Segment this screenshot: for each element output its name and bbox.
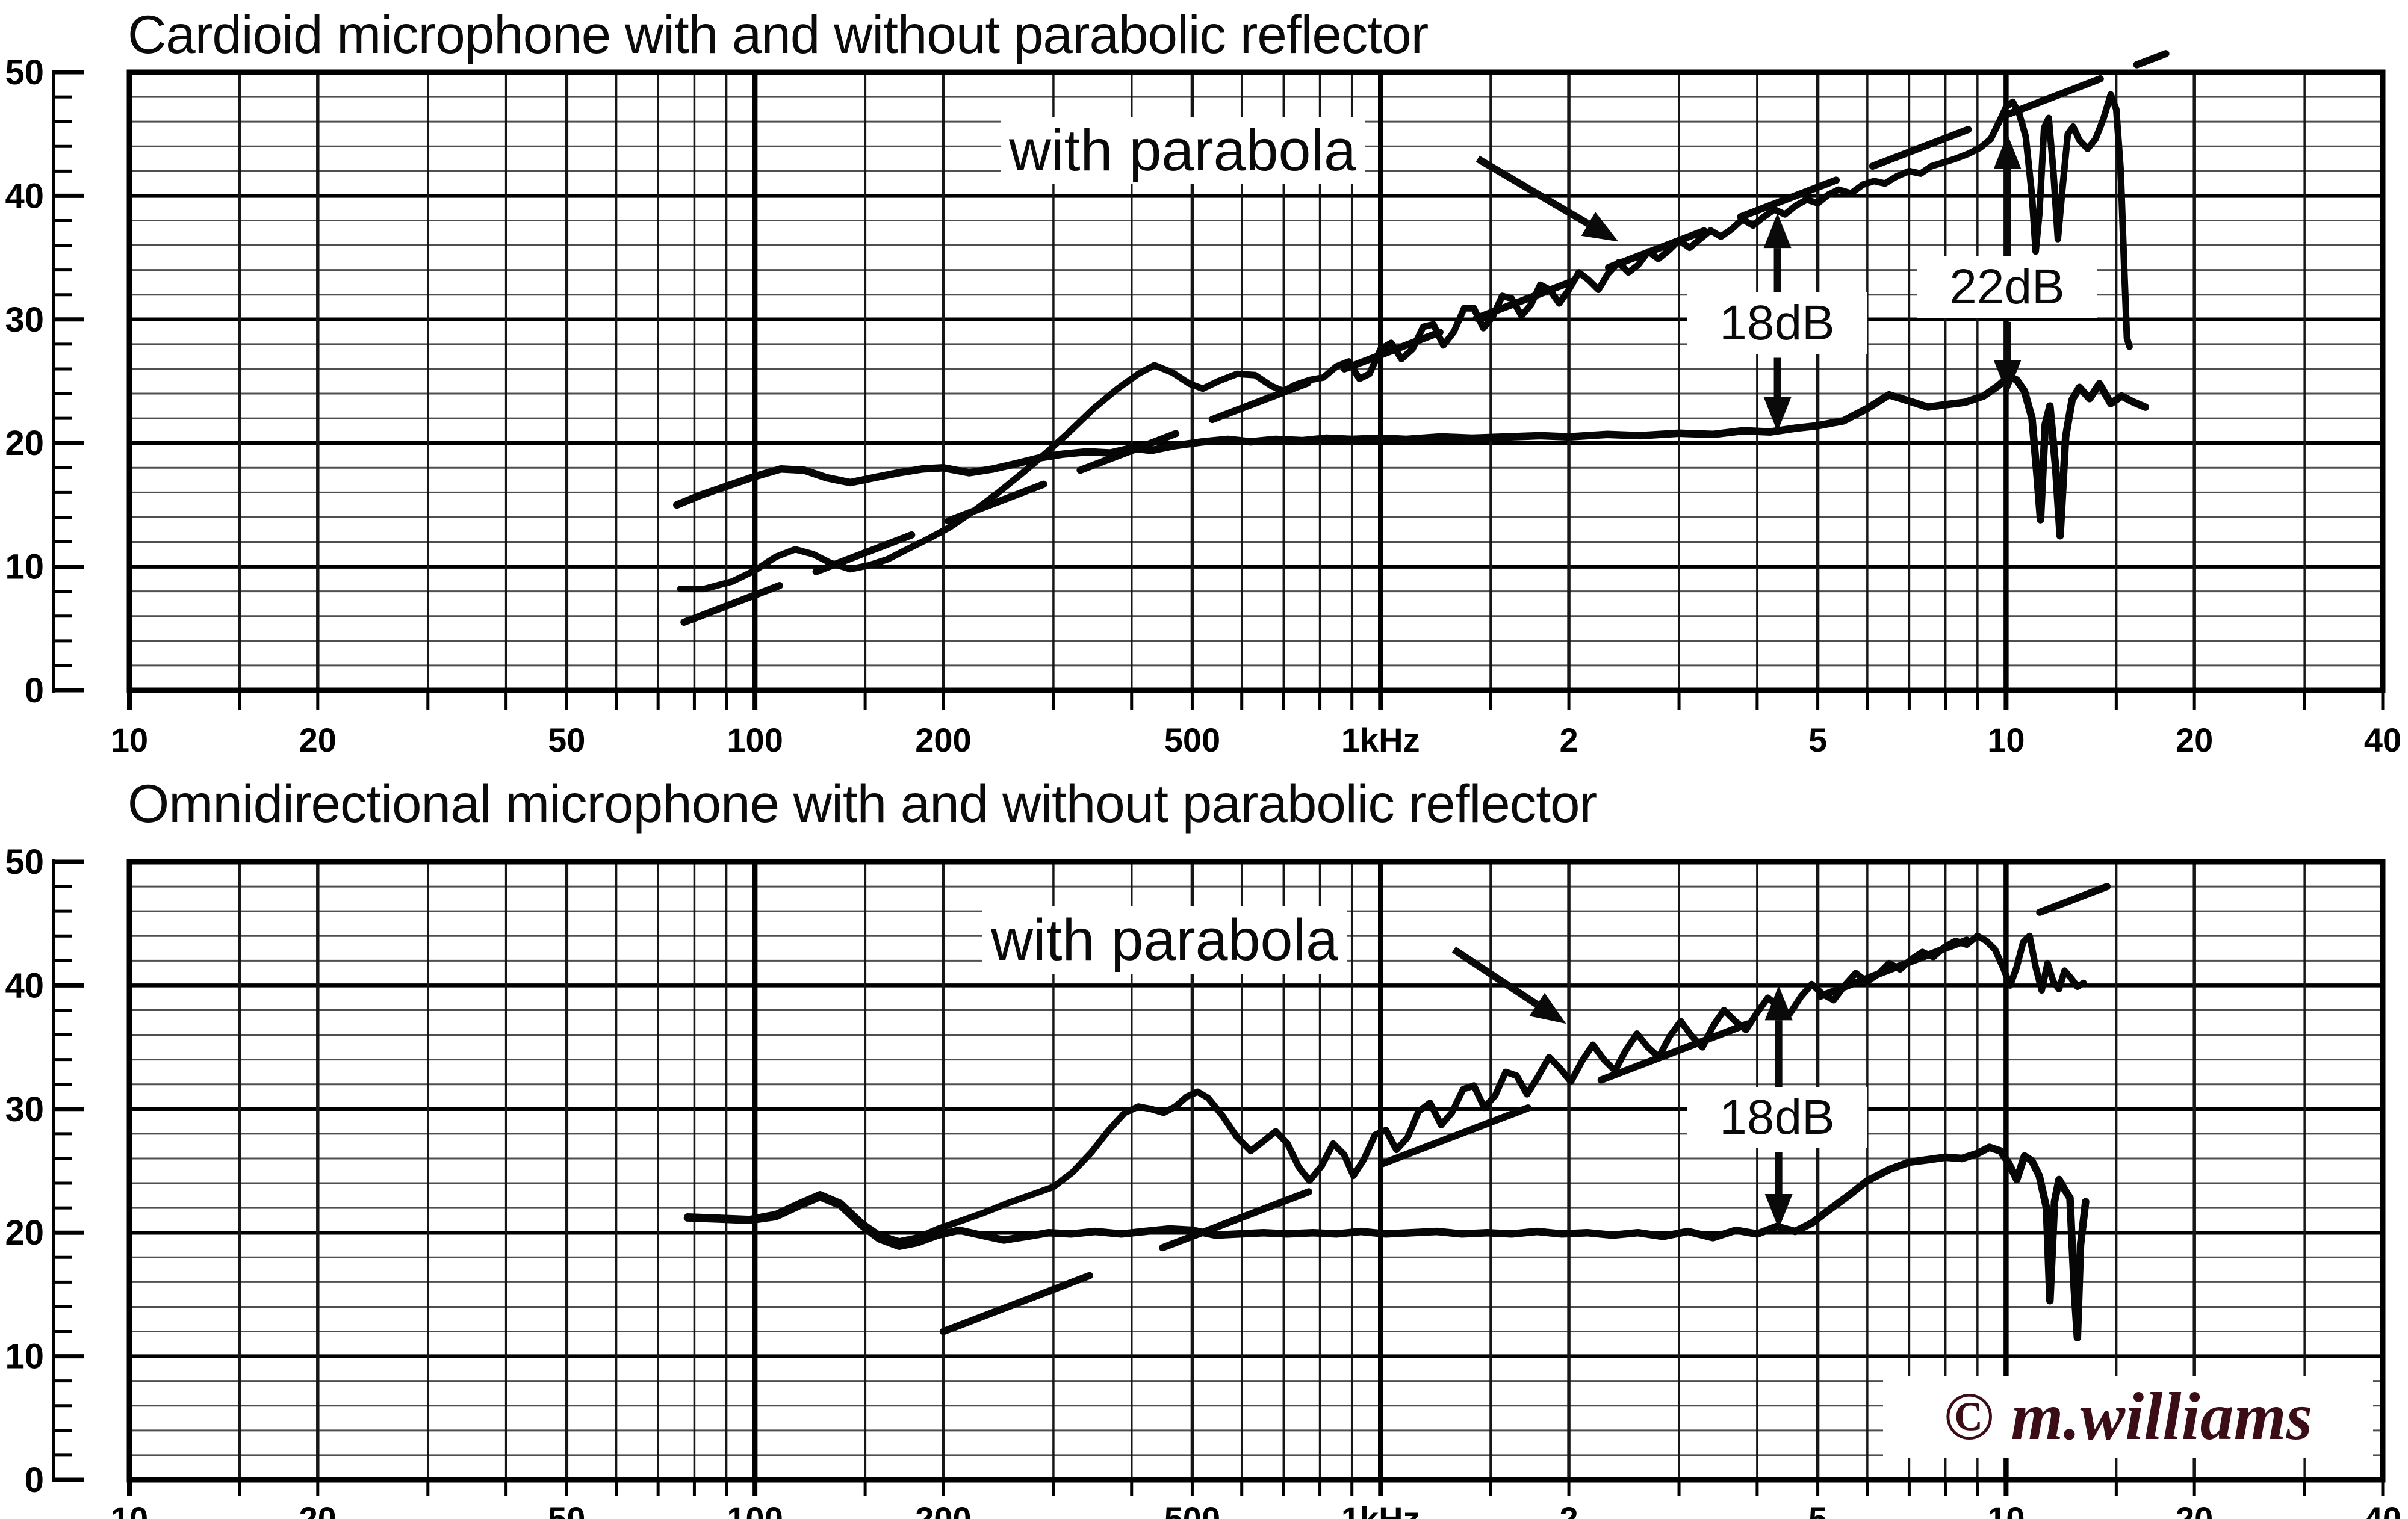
top-gap-up-arrow-2-head (1993, 134, 2022, 169)
x-tick-label: 40 (2364, 1500, 2401, 1519)
x-tick-label: 20 (2176, 721, 2213, 759)
x-tick-label: 500 (1164, 721, 1220, 759)
y-tick-label: 50 (5, 53, 44, 92)
x-tick-label: 100 (727, 721, 783, 759)
x-tick-label: 2 (1559, 721, 1578, 759)
bottom-trend-dashed-line (939, 883, 2111, 1335)
bottom-with-parabola-curve (684, 932, 2087, 1245)
x-tick-label: 10 (111, 721, 148, 759)
x-tick-label: 10 (111, 1500, 148, 1519)
y-tick-label: 20 (5, 1213, 44, 1252)
cardioid-chart-title: Cardioid microphone with and without par… (128, 4, 1429, 64)
top-with-parabola-arrow-head (1581, 212, 1619, 242)
x-tick-label: 5 (1808, 721, 1827, 759)
top-gap-up-arrow-1-head (1763, 213, 1792, 249)
top-plot-frame (126, 69, 2386, 693)
y-tick-label: 40 (5, 966, 44, 1005)
y-tick-label: 0 (25, 671, 44, 710)
bottom-gap-down-arrow-1-head (1764, 1194, 1793, 1230)
x-tick-label: 50 (548, 721, 585, 759)
x-tick-label: 10 (1987, 1500, 2025, 1519)
y-tick-label: 10 (5, 548, 44, 587)
x-tick-label: 20 (2176, 1500, 2213, 1519)
copyright-watermark: © m.williams (1883, 1376, 2373, 1458)
top-without-parabola-curve (673, 373, 2150, 540)
gain-18db-label-top: 18dB (1687, 292, 1867, 354)
x-tick-label: 1kHz (1341, 721, 1420, 759)
with-parabola-label-bottom: with parabola (982, 906, 1347, 974)
x-tick-label: 20 (299, 1500, 337, 1519)
top-with-parabola-arrow-shaft (1476, 155, 1590, 227)
bottom-gap-up-arrow-1-head (1764, 985, 1793, 1021)
y-tick-label: 20 (5, 424, 44, 463)
bottom-plot-frame (126, 859, 2386, 1483)
y-tick-label: 10 (5, 1337, 44, 1376)
top-trend-dashed-line (680, 50, 2170, 626)
bottom-with-parabola-arrow-shaft (1451, 946, 1539, 1008)
bottom-without-parabola-curve (683, 1143, 2090, 1342)
x-tick-label: 200 (915, 1500, 971, 1519)
x-tick-label: 40 (2364, 721, 2401, 759)
bottom-with-parabola-arrow-head (1529, 992, 1566, 1024)
x-tick-label: 10 (1987, 721, 2025, 759)
x-tick-label: 2 (1559, 1500, 1578, 1519)
top-with-parabola-curve (677, 91, 2133, 593)
y-tick-label: 40 (5, 176, 44, 215)
omnidirectional-chart-title: Omnidirectional microphone with and with… (128, 773, 1597, 834)
x-tick-label: 200 (915, 721, 971, 759)
x-tick-label: 500 (1164, 1500, 1220, 1519)
top-gap-down-arrow-2-head (1993, 360, 2022, 395)
x-tick-label: 20 (299, 721, 337, 759)
with-parabola-label-top: with parabola (1001, 117, 1365, 184)
gain-22db-label-top: 22dB (1917, 256, 2097, 318)
gain-18db-label-bottom: 18dB (1687, 1087, 1867, 1148)
y-tick-label: 50 (5, 843, 44, 882)
x-tick-label: 100 (727, 1500, 783, 1519)
x-tick-label: 5 (1808, 1500, 1827, 1519)
y-tick-label: 0 (25, 1461, 44, 1500)
bottom-chart-group: 0 10 20 30 40 50 10 20 50 100 200 500 1kHz 2 5 10 20 40 (5, 843, 2401, 1519)
y-tick-label: 30 (5, 1090, 44, 1129)
y-tick-label: 30 (5, 300, 44, 339)
top-gap-down-arrow-1-head (1763, 397, 1792, 432)
x-tick-label: 50 (548, 1500, 585, 1519)
x-tick-label: 1kHz (1341, 1500, 1420, 1519)
